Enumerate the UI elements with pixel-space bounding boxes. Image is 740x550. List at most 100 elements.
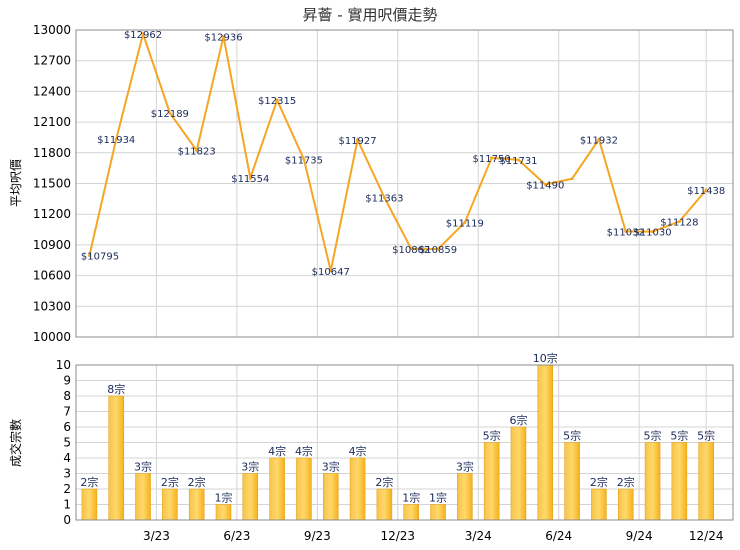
price-point [382, 196, 386, 200]
volume-data-label: 4宗 [295, 444, 313, 458]
volume-data-label: 3宗 [456, 460, 474, 474]
volume-y-tick-label: 4 [63, 451, 71, 465]
price-data-label: $10795 [81, 252, 119, 263]
price-y-tick-label: 10900 [33, 238, 71, 252]
price-point [624, 229, 628, 233]
price-data-label: $11438 [687, 186, 725, 197]
volume-bar [376, 488, 393, 521]
volume-data-label: 1宗 [402, 491, 420, 505]
price-y-tick-label: 10300 [33, 299, 71, 313]
price-data-labels: $10795 $11934 $12962 $12189 $11823 $12936 $115… [81, 30, 725, 278]
price-data-label: $11032 [607, 227, 645, 238]
price-data-label: $12315 [258, 96, 296, 107]
price-point [516, 158, 520, 162]
price-data-label: $11932 [580, 135, 618, 146]
price-point [248, 176, 252, 180]
chart-title: 昇薈 - 實用呎價走勢 [303, 6, 438, 24]
volume-x-ticks: 3/23 6/23 9/23 12/23 3/24 6/24 9/24 12/24 [143, 529, 724, 543]
price-y-tick-label: 11800 [33, 146, 71, 160]
price-point [356, 138, 360, 142]
volume-bar [591, 488, 607, 521]
volume-bar [510, 426, 527, 521]
price-data-label: $11823 [178, 146, 216, 157]
price-point [409, 247, 413, 251]
volume-plot-frame [75, 364, 734, 521]
volume-bars [81, 364, 714, 521]
volume-bar [430, 504, 446, 521]
price-point [141, 32, 145, 36]
volume-y-tick-label: 8 [63, 389, 71, 403]
price-point [275, 98, 279, 102]
price-data-label: $11030 [633, 228, 671, 239]
price-y-tick-label: 12100 [33, 115, 71, 129]
price-data-label: $10862 [392, 245, 430, 256]
volume-x-tick-label: 12/24 [689, 529, 724, 543]
price-point [221, 35, 225, 39]
price-data-label: $12189 [151, 109, 189, 120]
price-point [463, 220, 467, 224]
volume-y-tick-label: 1 [63, 498, 71, 512]
volume-bar [323, 473, 339, 521]
volume-data-label: 1宗 [214, 491, 232, 505]
price-y-ticks: 10000 10300 10600 10900 11200 11500 11800 12100… [33, 23, 71, 344]
price-data-label: $11490 [526, 181, 564, 192]
price-point [704, 188, 708, 192]
price-data-label: $11363 [365, 194, 403, 205]
volume-data-label: 1宗 [429, 491, 447, 505]
volume-bar [81, 488, 98, 521]
volume-bar [135, 473, 151, 521]
volume-bar [537, 364, 554, 521]
volume-bar [457, 473, 473, 521]
price-data-label: $11934 [97, 135, 135, 146]
price-panel: 10000 10300 10600 10900 11200 11500 11800 12100… [9, 23, 734, 344]
price-y-tick-label: 13000 [33, 23, 71, 37]
price-point [543, 183, 547, 187]
volume-data-label: 2宗 [590, 475, 608, 489]
volume-bar [269, 457, 285, 521]
volume-bar [564, 442, 580, 521]
price-point [597, 137, 601, 141]
volume-x-tick-label: 12/23 [380, 529, 415, 543]
volume-bar [403, 504, 419, 521]
volume-bar [242, 473, 259, 521]
volume-data-label: 10宗 [533, 351, 558, 365]
volume-bar [296, 457, 312, 521]
volume-data-label: 2宗 [188, 475, 206, 489]
price-data-label: $10647 [312, 267, 350, 278]
volume-bar [644, 442, 661, 521]
volume-bar [698, 442, 714, 521]
volume-data-label: 6宗 [509, 413, 527, 427]
price-point [302, 157, 306, 161]
volume-panel: 01 23 45 67 89 10 2宗 8宗 3宗 2宗 2宗 1宗 3宗 4宗 4宗 3宗 4宗 2宗 1宗 1… [8, 351, 734, 543]
volume-data-labels: 2宗 8宗 3宗 2宗 2宗 1宗 3宗 4宗 4宗 3宗 4宗 2宗 1宗 1宗 3宗 5宗 6宗 10宗 5宗 2… [80, 351, 715, 505]
volume-y-tick-label: 5 [63, 436, 71, 450]
volume-data-label: 4宗 [349, 444, 367, 458]
price-y-tick-label: 10000 [33, 330, 71, 344]
volume-data-label: 3宗 [241, 460, 259, 474]
volume-x-tick-label: 3/24 [465, 529, 492, 543]
volume-data-label: 8宗 [107, 382, 125, 396]
volume-x-tick-label: 3/23 [143, 529, 170, 543]
price-y-tick-label: 12400 [33, 84, 71, 98]
volume-data-label: 5宗 [483, 429, 501, 443]
volume-y-tick-label: 6 [63, 420, 71, 434]
price-point [651, 230, 655, 234]
volume-bar [617, 488, 634, 521]
price-point [570, 177, 574, 181]
volume-data-label: 2宗 [375, 475, 393, 489]
volume-bar [108, 395, 124, 521]
price-points [87, 32, 708, 273]
volume-bar [188, 488, 205, 521]
volume-data-label: 3宗 [134, 460, 152, 474]
price-line [88, 30, 707, 272]
price-data-label: $12962 [124, 30, 162, 41]
price-point [436, 247, 440, 251]
volume-y-axis-label: 成交宗數 [8, 419, 23, 467]
price-data-label: $11735 [285, 155, 323, 166]
price-data-label: $11128 [660, 218, 698, 229]
price-data-label: $11554 [231, 174, 269, 185]
volume-bar [671, 442, 688, 521]
volume-y-ticks: 01 23 45 67 89 10 [56, 358, 71, 527]
volume-y-tick-label: 9 [63, 374, 71, 388]
price-y-axis-label: 平均呎價 [9, 159, 23, 207]
